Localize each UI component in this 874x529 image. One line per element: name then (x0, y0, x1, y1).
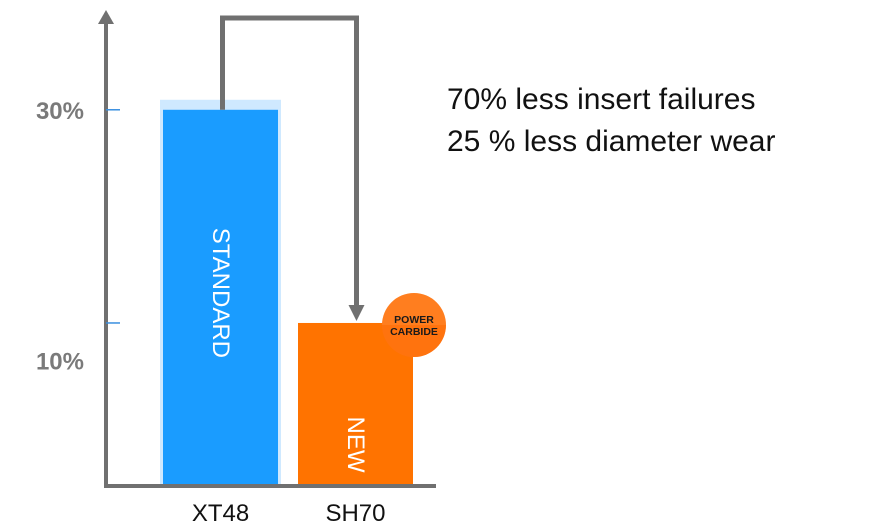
y-axis-arrowhead (98, 10, 114, 24)
badge-text-line2: CARBIDE (390, 326, 438, 338)
badge-shade (382, 325, 446, 357)
bar-label-new: NEW (342, 416, 369, 472)
y-tick-label: 10% (36, 349, 84, 376)
bar-xt48 (163, 109, 278, 486)
annotation-insert-failures: 70% less insert failures (447, 83, 756, 116)
connector-arrowhead (348, 304, 365, 321)
annotation-diameter-wear: 25 % less diameter wear (447, 125, 776, 158)
bar-label-standard: STANDARD (207, 228, 234, 358)
bar-sh70 (298, 322, 413, 486)
comparison-connector (220, 15, 359, 307)
x-category-label: XT48 (192, 500, 249, 527)
badge-text-line1: POWER (394, 314, 434, 326)
y-tick-label: 30% (36, 98, 84, 125)
x-category-label: SH70 (325, 500, 385, 527)
